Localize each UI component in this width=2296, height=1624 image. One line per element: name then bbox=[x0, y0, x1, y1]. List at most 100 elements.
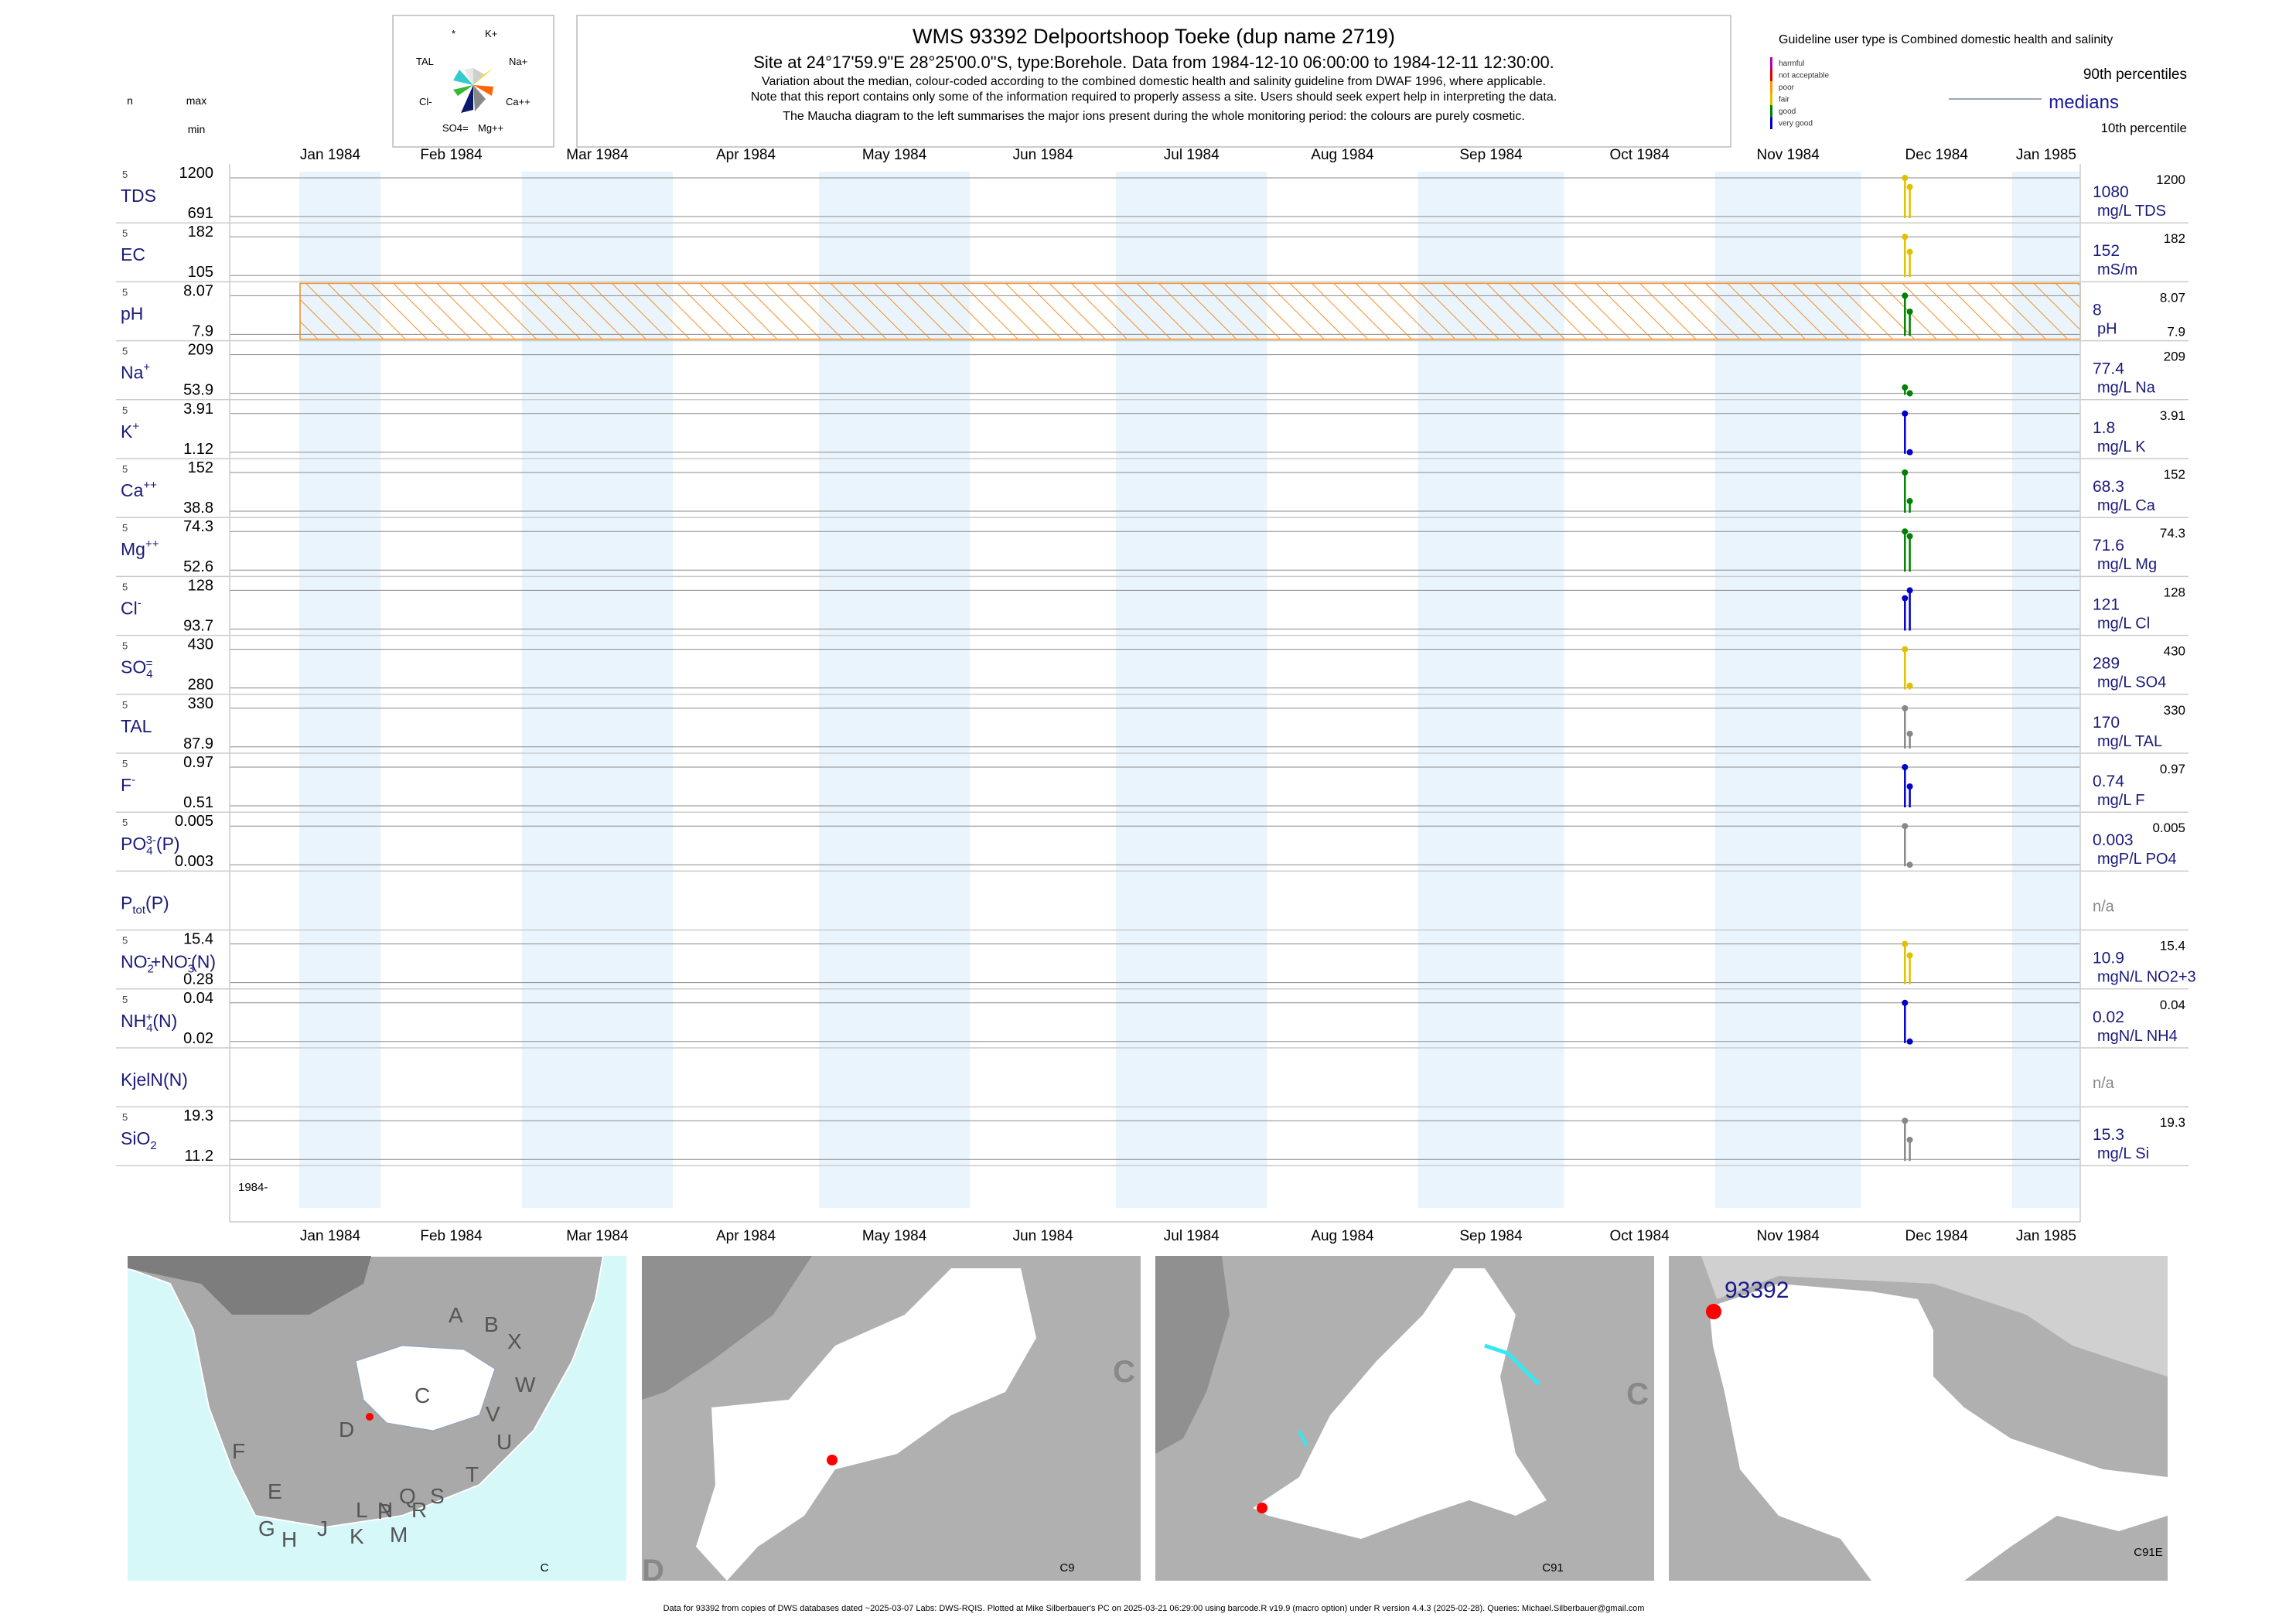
panel-unit: mg/L TDS bbox=[2097, 203, 2166, 220]
panel-min: 52.6 bbox=[183, 558, 213, 575]
panel-p90: 15.4 bbox=[2160, 939, 2185, 954]
legend-p10: 10th percentile bbox=[2100, 121, 2187, 135]
panel-max: 128 bbox=[188, 577, 213, 594]
sample-point bbox=[1906, 533, 1913, 540]
panel-p90: 128 bbox=[2164, 585, 2185, 599]
report-subtitle: Site at 24°17'59.9"E 28°25'00.0"S, type:… bbox=[753, 53, 1554, 72]
panel-p: Ptot(P) n/a bbox=[116, 892, 2189, 931]
month-tick-top: Jun 1984 bbox=[1013, 147, 1074, 163]
panel-cl: Cl- 5 128 93.7 121 mg/L Cl 128 bbox=[116, 577, 2189, 636]
panel-min: 1.12 bbox=[183, 441, 213, 458]
map-label-c91: C91 bbox=[1542, 1561, 1564, 1575]
panel-median: 77.4 bbox=[2093, 360, 2124, 378]
panel-max: 8.07 bbox=[183, 282, 213, 299]
maucha-sector-cl bbox=[453, 85, 473, 96]
panel-p90: 0.005 bbox=[2152, 821, 2185, 835]
sample-point bbox=[1902, 823, 1909, 830]
panel-unit: mg/L K bbox=[2097, 438, 2146, 455]
panel-no: NO2-+NO3-(N) 5 15.4 0.28 10.9 mgN/L NO2+3 15.4 bbox=[116, 931, 2196, 990]
legend-title: Guideline user type is Combined domestic… bbox=[1779, 33, 2113, 46]
panel-n: 5 bbox=[122, 227, 128, 239]
sample-point bbox=[1902, 999, 1909, 1006]
legend-p90: 90th percentiles bbox=[2083, 67, 2187, 83]
month-tick-bottom: Jan 1984 bbox=[300, 1228, 361, 1244]
column-header-n: n bbox=[127, 94, 133, 107]
panel-max: 330 bbox=[188, 695, 213, 712]
month-tick-top: Jul 1984 bbox=[1164, 147, 1220, 163]
sample-point bbox=[1906, 497, 1913, 504]
month-tick-top: Sep 1984 bbox=[1459, 147, 1523, 163]
panel-max: 15.4 bbox=[183, 931, 213, 948]
map-letter: L bbox=[356, 1498, 368, 1522]
maucha-label-k: K+ bbox=[485, 28, 497, 39]
map-panel-c91e: 93392 C91E bbox=[1669, 1256, 2168, 1581]
panel-label: Cl- bbox=[121, 596, 142, 618]
panel-unit: mg/L Ca bbox=[2097, 497, 2156, 514]
month-tick-bottom: Dec 1984 bbox=[1905, 1228, 1969, 1244]
legend-medians: medians bbox=[2049, 92, 2119, 113]
panel-p90: 330 bbox=[2164, 703, 2185, 718]
panel-unit: mg/L Si bbox=[2097, 1145, 2149, 1162]
maucha-label-star: * bbox=[452, 28, 455, 39]
panel-unit: mgN/L NH4 bbox=[2097, 1028, 2178, 1045]
sample-point bbox=[1906, 248, 1913, 255]
report-title: WMS 93392 Delpoortshoop Toeke (dup name … bbox=[913, 25, 1395, 48]
sample-point bbox=[1902, 528, 1909, 535]
month-tick-top: May 1984 bbox=[862, 147, 927, 163]
panel-unit: mg/L TAL bbox=[2097, 733, 2162, 750]
maucha-sector-na bbox=[473, 68, 493, 85]
map-letter: N bbox=[377, 1498, 393, 1522]
maucha-label-na: Na+ bbox=[509, 56, 527, 67]
map-letter: R bbox=[411, 1498, 427, 1522]
panel-max: 1200 bbox=[179, 165, 214, 182]
sample-point bbox=[1902, 234, 1909, 241]
month-band bbox=[1116, 172, 1267, 1208]
sample-point bbox=[1906, 308, 1913, 315]
panel-n: 5 bbox=[122, 699, 128, 711]
panel-n: 5 bbox=[122, 463, 128, 475]
month-tick-top: Feb 1984 bbox=[420, 147, 483, 163]
panel-unit: mgP/L PO4 bbox=[2097, 851, 2177, 868]
panel-n: 5 bbox=[122, 169, 128, 180]
footer-text: Data for 93392 from copies of DWS databa… bbox=[664, 1604, 1645, 1613]
map-letter: B bbox=[484, 1312, 499, 1336]
panel-label: NH4+(N) bbox=[121, 1011, 177, 1035]
sample-point bbox=[1902, 646, 1909, 653]
map-letter: F bbox=[232, 1439, 245, 1463]
map-letter: M bbox=[390, 1523, 408, 1547]
month-tick-bottom: Mar 1984 bbox=[566, 1228, 629, 1244]
legend-swatch bbox=[1770, 117, 1772, 129]
panel-p90: 74.3 bbox=[2160, 526, 2185, 541]
sample-point bbox=[1906, 682, 1913, 689]
sample-point bbox=[1906, 449, 1913, 455]
sample-point bbox=[1902, 595, 1909, 602]
month-tick-top: Oct 1984 bbox=[1610, 147, 1670, 163]
month-tick-bottom: Jun 1984 bbox=[1013, 1228, 1074, 1244]
sample-point bbox=[1906, 783, 1913, 790]
month-band bbox=[2011, 172, 2080, 1208]
panel-min: 280 bbox=[188, 677, 213, 694]
month-tick-bottom: Jul 1984 bbox=[1164, 1228, 1220, 1244]
panel-label: NO2-+NO3-(N) bbox=[121, 952, 216, 976]
map-letter-c9-d: D bbox=[642, 1554, 664, 1588]
panel-n: 5 bbox=[122, 994, 128, 1005]
report-note-2: Note that this report contains only some… bbox=[751, 90, 1557, 104]
panel-unit: mg/L SO4 bbox=[2097, 674, 2166, 691]
map-letter: G bbox=[258, 1517, 275, 1540]
month-band bbox=[1418, 172, 1564, 1208]
panel-median: 170 bbox=[2093, 714, 2120, 732]
guideline-legend: Guideline user type is Combined domestic… bbox=[1770, 33, 2187, 135]
map-letter: H bbox=[281, 1527, 297, 1551]
panel-n: 5 bbox=[122, 286, 128, 298]
panel-na: n/a bbox=[2093, 898, 2115, 915]
panel-max: 182 bbox=[188, 223, 213, 241]
panel-max: 74.3 bbox=[183, 518, 213, 535]
panel-median: 1.8 bbox=[2093, 419, 2115, 437]
panel-max: 0.97 bbox=[183, 754, 213, 771]
sample-point bbox=[1902, 1117, 1909, 1124]
panel-p10: 7.9 bbox=[2167, 324, 2185, 339]
panel-min: 7.9 bbox=[192, 322, 213, 339]
